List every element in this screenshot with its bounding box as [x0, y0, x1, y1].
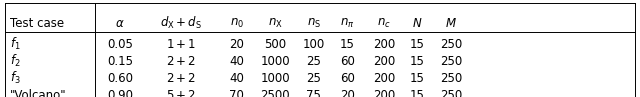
Text: "Volcano": "Volcano" [10, 89, 66, 97]
Text: $2+2$: $2+2$ [166, 55, 196, 68]
Text: 2500: 2500 [260, 89, 290, 97]
Text: $M$: $M$ [445, 17, 457, 30]
Text: 20: 20 [340, 89, 355, 97]
Text: $2+2$: $2+2$ [166, 72, 196, 85]
Text: 15: 15 [410, 89, 425, 97]
Text: 0.05: 0.05 [107, 38, 133, 51]
Text: 15: 15 [410, 72, 425, 85]
Text: Test case: Test case [10, 17, 64, 30]
Text: 70: 70 [229, 89, 244, 97]
Text: 200: 200 [373, 72, 395, 85]
Text: 15: 15 [410, 38, 425, 51]
Text: 250: 250 [440, 72, 462, 85]
Text: 75: 75 [306, 89, 321, 97]
Text: $n_0$: $n_0$ [230, 17, 244, 30]
Text: $N$: $N$ [412, 17, 423, 30]
Text: 0.15: 0.15 [107, 55, 133, 68]
Text: 0.90: 0.90 [107, 89, 133, 97]
Text: $n_{\mathrm{X}}$: $n_{\mathrm{X}}$ [268, 17, 283, 30]
Text: 200: 200 [373, 55, 395, 68]
Text: $n_{\mathrm{S}}$: $n_{\mathrm{S}}$ [307, 17, 321, 30]
Text: 15: 15 [410, 55, 425, 68]
Text: 100: 100 [303, 38, 324, 51]
Text: 15: 15 [340, 38, 355, 51]
Text: $f_1$: $f_1$ [10, 36, 20, 52]
Text: 40: 40 [229, 55, 244, 68]
Text: 20: 20 [229, 38, 244, 51]
Text: 1000: 1000 [260, 72, 290, 85]
Text: 250: 250 [440, 89, 462, 97]
Text: 25: 25 [306, 72, 321, 85]
Text: $f_3$: $f_3$ [10, 70, 20, 86]
Text: 0.60: 0.60 [107, 72, 133, 85]
Text: $f_2$: $f_2$ [10, 53, 20, 69]
Text: $n_{\pi}$: $n_{\pi}$ [340, 17, 355, 30]
Text: 60: 60 [340, 72, 355, 85]
Text: 60: 60 [340, 55, 355, 68]
Text: 1000: 1000 [260, 55, 290, 68]
Text: $n_c$: $n_c$ [377, 17, 391, 30]
Text: 250: 250 [440, 55, 462, 68]
Text: 25: 25 [306, 55, 321, 68]
Text: 200: 200 [373, 89, 395, 97]
Text: $\alpha$: $\alpha$ [115, 17, 125, 30]
Text: 500: 500 [264, 38, 286, 51]
Text: $d_{\mathrm{X}}+d_{\mathrm{S}}$: $d_{\mathrm{X}}+d_{\mathrm{S}}$ [160, 15, 202, 31]
Text: 250: 250 [440, 38, 462, 51]
Text: $1+1$: $1+1$ [166, 38, 196, 51]
Text: 200: 200 [373, 38, 395, 51]
Text: 40: 40 [229, 72, 244, 85]
Text: $5+2$: $5+2$ [166, 89, 196, 97]
